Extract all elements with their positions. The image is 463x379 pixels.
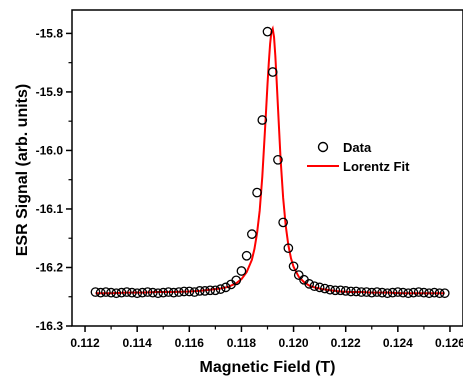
data-point	[377, 287, 388, 298]
data-point	[147, 287, 158, 298]
data-point	[189, 287, 200, 297]
data-point	[111, 288, 122, 299]
y-tick-label: -15.9	[36, 85, 64, 99]
data-point	[429, 287, 440, 298]
data-point	[210, 285, 221, 296]
data-point	[346, 286, 356, 297]
data-point	[273, 154, 283, 165]
data-point	[205, 285, 215, 296]
y-tick-label: -16.3	[36, 319, 64, 333]
data-point	[158, 287, 169, 298]
x-tick-label: 0.112	[70, 336, 100, 350]
data-point	[314, 282, 325, 293]
data-point	[419, 287, 429, 298]
data-point	[262, 26, 273, 37]
data-point	[106, 287, 116, 298]
data-point	[319, 283, 330, 294]
data-point	[137, 287, 148, 298]
y-tick-label: -16.0	[36, 143, 64, 157]
data-point	[330, 285, 341, 296]
data-point	[257, 115, 268, 125]
y-tick-label: -16.2	[36, 260, 64, 274]
x-tick-label: 0.126	[435, 336, 463, 350]
data-point	[361, 287, 372, 297]
legend: Data Lorentz Fit	[307, 140, 410, 174]
x-tick-label: 0.116	[175, 336, 205, 350]
data-point	[215, 284, 226, 294]
x-tick-label: 0.120	[279, 336, 309, 350]
data-point	[309, 281, 320, 292]
data-point	[90, 287, 101, 297]
data-point	[116, 287, 127, 298]
data-point	[267, 67, 278, 77]
data-point	[403, 288, 414, 299]
data-point	[392, 287, 403, 297]
y-axis-title: ESR Signal (arb. units)	[14, 84, 31, 256]
data-point	[252, 187, 262, 198]
data-point	[408, 287, 419, 298]
data-point	[372, 287, 382, 297]
data-point	[283, 243, 294, 254]
data-point	[174, 287, 184, 297]
x-tick-label: 0.118	[227, 336, 257, 350]
data-point	[236, 266, 247, 276]
legend-data-marker	[317, 141, 329, 153]
data-point	[163, 287, 174, 297]
data-point	[142, 287, 153, 297]
data-point	[179, 286, 189, 297]
x-tick-label: 0.114	[122, 336, 152, 350]
data-point	[132, 288, 143, 299]
data-point	[439, 288, 450, 299]
data-point	[434, 288, 445, 299]
data-point	[413, 287, 424, 297]
data-point	[398, 287, 408, 298]
data-point	[366, 287, 377, 298]
data-point	[121, 287, 132, 297]
x-tick-labels: 0.112 0.114 0.116 0.118 0.120 0.122 0.124 0.126	[70, 336, 463, 350]
data-point	[127, 287, 137, 298]
x-tick-label: 0.122	[331, 336, 361, 350]
data-point	[382, 288, 393, 299]
data-point	[194, 286, 205, 296]
y-tick-labels: -15.8 -15.9 -16.0 -16.1 -16.2 -16.3	[36, 26, 64, 333]
data-points	[90, 26, 450, 299]
data-point	[356, 287, 367, 297]
data-point	[247, 229, 257, 239]
data-point	[200, 286, 210, 296]
data-point	[95, 287, 106, 298]
data-point	[101, 287, 111, 297]
x-tick-label: 0.124	[383, 336, 413, 350]
data-point	[304, 279, 315, 289]
data-point	[288, 261, 299, 272]
y-tick-label: -15.8	[36, 26, 64, 40]
data-point	[335, 285, 346, 296]
x-axis-title: Magnetic Field (T)	[200, 359, 336, 376]
data-point	[325, 284, 335, 295]
data-point	[184, 286, 195, 297]
data-point	[278, 217, 288, 228]
data-point	[241, 250, 252, 261]
data-point	[231, 275, 242, 286]
data-point	[387, 287, 398, 298]
legend-fit-label: Lorentz Fit	[343, 159, 410, 174]
data-point	[220, 282, 231, 293]
data-point	[351, 286, 361, 297]
axis-ticks	[66, 32, 451, 332]
data-point	[424, 288, 434, 299]
data-point	[153, 288, 163, 299]
data-point	[340, 286, 351, 296]
data-point	[168, 287, 179, 298]
legend-data-label: Data	[343, 140, 372, 155]
y-tick-label: -16.1	[36, 202, 64, 216]
